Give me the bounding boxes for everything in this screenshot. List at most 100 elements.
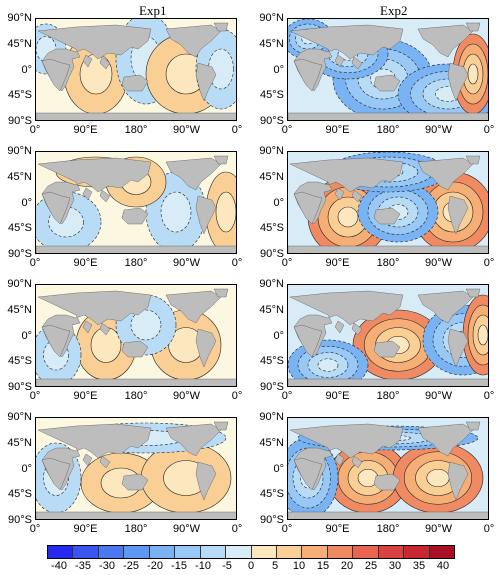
anomaly-map <box>288 152 488 253</box>
land-mass <box>447 328 469 368</box>
land-mass <box>293 58 323 92</box>
longitude-tick-label: 90°E <box>325 390 350 402</box>
longitude-tick-label: 0° <box>483 257 495 269</box>
colorbar-tick-label: -10 <box>195 560 211 572</box>
longitude-tick-label: 90°E <box>73 390 98 402</box>
land-mass <box>334 187 363 203</box>
land-mass <box>373 207 401 225</box>
latitude-tick-label: 45°S <box>8 222 32 235</box>
latitude-tick-label: 45°S <box>8 355 32 368</box>
latitude-tick-label: 45°S <box>260 355 284 368</box>
longitude-tick-label: 90°E <box>325 257 350 269</box>
longitude-tick-label: 180° <box>376 523 400 535</box>
longitude-tick-label: 0° <box>281 390 293 402</box>
colorbar-tick-label: 5 <box>271 560 279 572</box>
land-mass <box>195 195 217 235</box>
longitude-tick-label: 0° <box>483 124 495 136</box>
colorbar-tick-label: -25 <box>123 560 139 572</box>
latitude-tick-label: 45°S <box>260 488 284 501</box>
longitude-tick-label: 0° <box>29 124 41 136</box>
land-mass <box>36 511 236 519</box>
colorbar-tick-label: -20 <box>147 560 163 572</box>
longitude-tick-label: 0° <box>483 390 495 402</box>
latitude-tick-label: 0° <box>273 196 284 209</box>
latitude-tick-label: 0° <box>21 196 32 209</box>
latitude-tick-label: 90°S <box>260 514 284 526</box>
longitude-tick-label: 0° <box>281 257 293 269</box>
map-panel-row1-exp1 <box>35 18 237 121</box>
land-mass <box>41 324 71 358</box>
land-mass <box>121 74 149 92</box>
map-panel-row4-exp2 <box>287 417 489 520</box>
latitude-tick-label: 90°N <box>7 411 32 423</box>
colorbar-segment <box>302 546 328 558</box>
land-mass <box>288 511 488 519</box>
longitude-tick-label: 180° <box>124 124 148 136</box>
latitude-tick-label: 90°N <box>259 278 284 290</box>
colorbar-tick-label: 25 <box>364 560 378 572</box>
longitude-tick-label: 90°W <box>172 257 201 269</box>
longitude-tick-label: 0° <box>231 390 243 402</box>
land-mass <box>288 245 488 253</box>
anomaly-map <box>288 285 488 386</box>
longitude-tick-label: 90°W <box>424 124 453 136</box>
colorbar-tick-label: -35 <box>75 560 91 572</box>
latitude-tick-label: 45°S <box>260 222 284 235</box>
longitude-tick-label: 0° <box>281 124 293 136</box>
colorbar-tick-label: 40 <box>436 560 450 572</box>
latitude-tick-label: 45°N <box>7 436 32 449</box>
map-panel-row4-exp1 <box>35 417 237 520</box>
latitude-tick-label: 45°S <box>8 89 32 102</box>
land-mass <box>417 423 474 457</box>
land-mass <box>465 155 481 165</box>
colorbar-tick-label: 30 <box>388 560 402 572</box>
colorbar-segment <box>353 546 379 558</box>
colorbar-tick-label: 35 <box>412 560 426 572</box>
latitude-tick-label: 90°N <box>7 145 32 157</box>
colorbar-segment <box>98 546 125 558</box>
latitude-tick-label: 45°N <box>7 303 32 316</box>
colorbar-segment <box>251 546 277 558</box>
land-mass <box>121 473 149 491</box>
colorbar-segment <box>276 546 303 558</box>
longitude-tick-label: 0° <box>29 257 41 269</box>
land-mass <box>447 461 469 501</box>
land-mass <box>293 191 323 225</box>
colorbar-tick-label: 10 <box>292 560 306 572</box>
colorbar-segment <box>429 546 454 558</box>
latitude-tick-label: 45°N <box>259 170 284 183</box>
latitude-tick-label: 90°N <box>7 12 32 24</box>
colorbar-segment <box>175 546 201 558</box>
contour-band <box>215 191 236 233</box>
land-mass <box>288 378 488 386</box>
land-mass <box>213 288 229 298</box>
longitude-tick-label: 0° <box>231 257 243 269</box>
colorbar-tick-label: -30 <box>99 560 115 572</box>
latitude-tick-label: 90°S <box>8 381 32 393</box>
latitude-tick-label: 90°S <box>260 115 284 127</box>
colorbar-segment <box>124 546 150 558</box>
colorbar-tick-label: 20 <box>340 560 354 572</box>
longitude-tick-label: 90°E <box>73 257 98 269</box>
colorbar-segment <box>73 546 99 558</box>
colorbar-segment <box>226 546 252 558</box>
anomaly-map <box>36 285 236 386</box>
contour-band <box>477 324 488 346</box>
latitude-tick-label: 0° <box>273 63 284 76</box>
land-mass <box>288 112 488 120</box>
colorbar-tick-label: -40 <box>51 560 67 572</box>
longitude-tick-label: 90°W <box>424 390 453 402</box>
latitude-tick-label: 45°N <box>259 303 284 316</box>
latitude-tick-label: 45°N <box>7 37 32 50</box>
contour-band <box>160 191 192 233</box>
latitude-tick-label: 90°N <box>259 145 284 157</box>
longitude-tick-label: 0° <box>231 523 243 535</box>
longitude-tick-label: 90°E <box>325 124 350 136</box>
land-mass <box>121 207 149 225</box>
latitude-tick-label: 0° <box>273 462 284 475</box>
land-mass <box>334 320 363 336</box>
latitude-tick-label: 0° <box>21 462 32 475</box>
contour-band <box>317 358 339 372</box>
longitude-tick-label: 180° <box>124 390 148 402</box>
land-mass <box>36 112 236 120</box>
